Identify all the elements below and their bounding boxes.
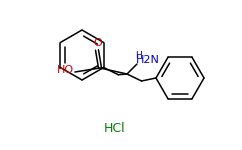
Text: H: H [136,51,142,60]
Text: HO: HO [56,65,74,75]
Text: HCl: HCl [104,122,126,135]
Text: O: O [94,38,102,48]
Text: H2N: H2N [136,55,160,65]
